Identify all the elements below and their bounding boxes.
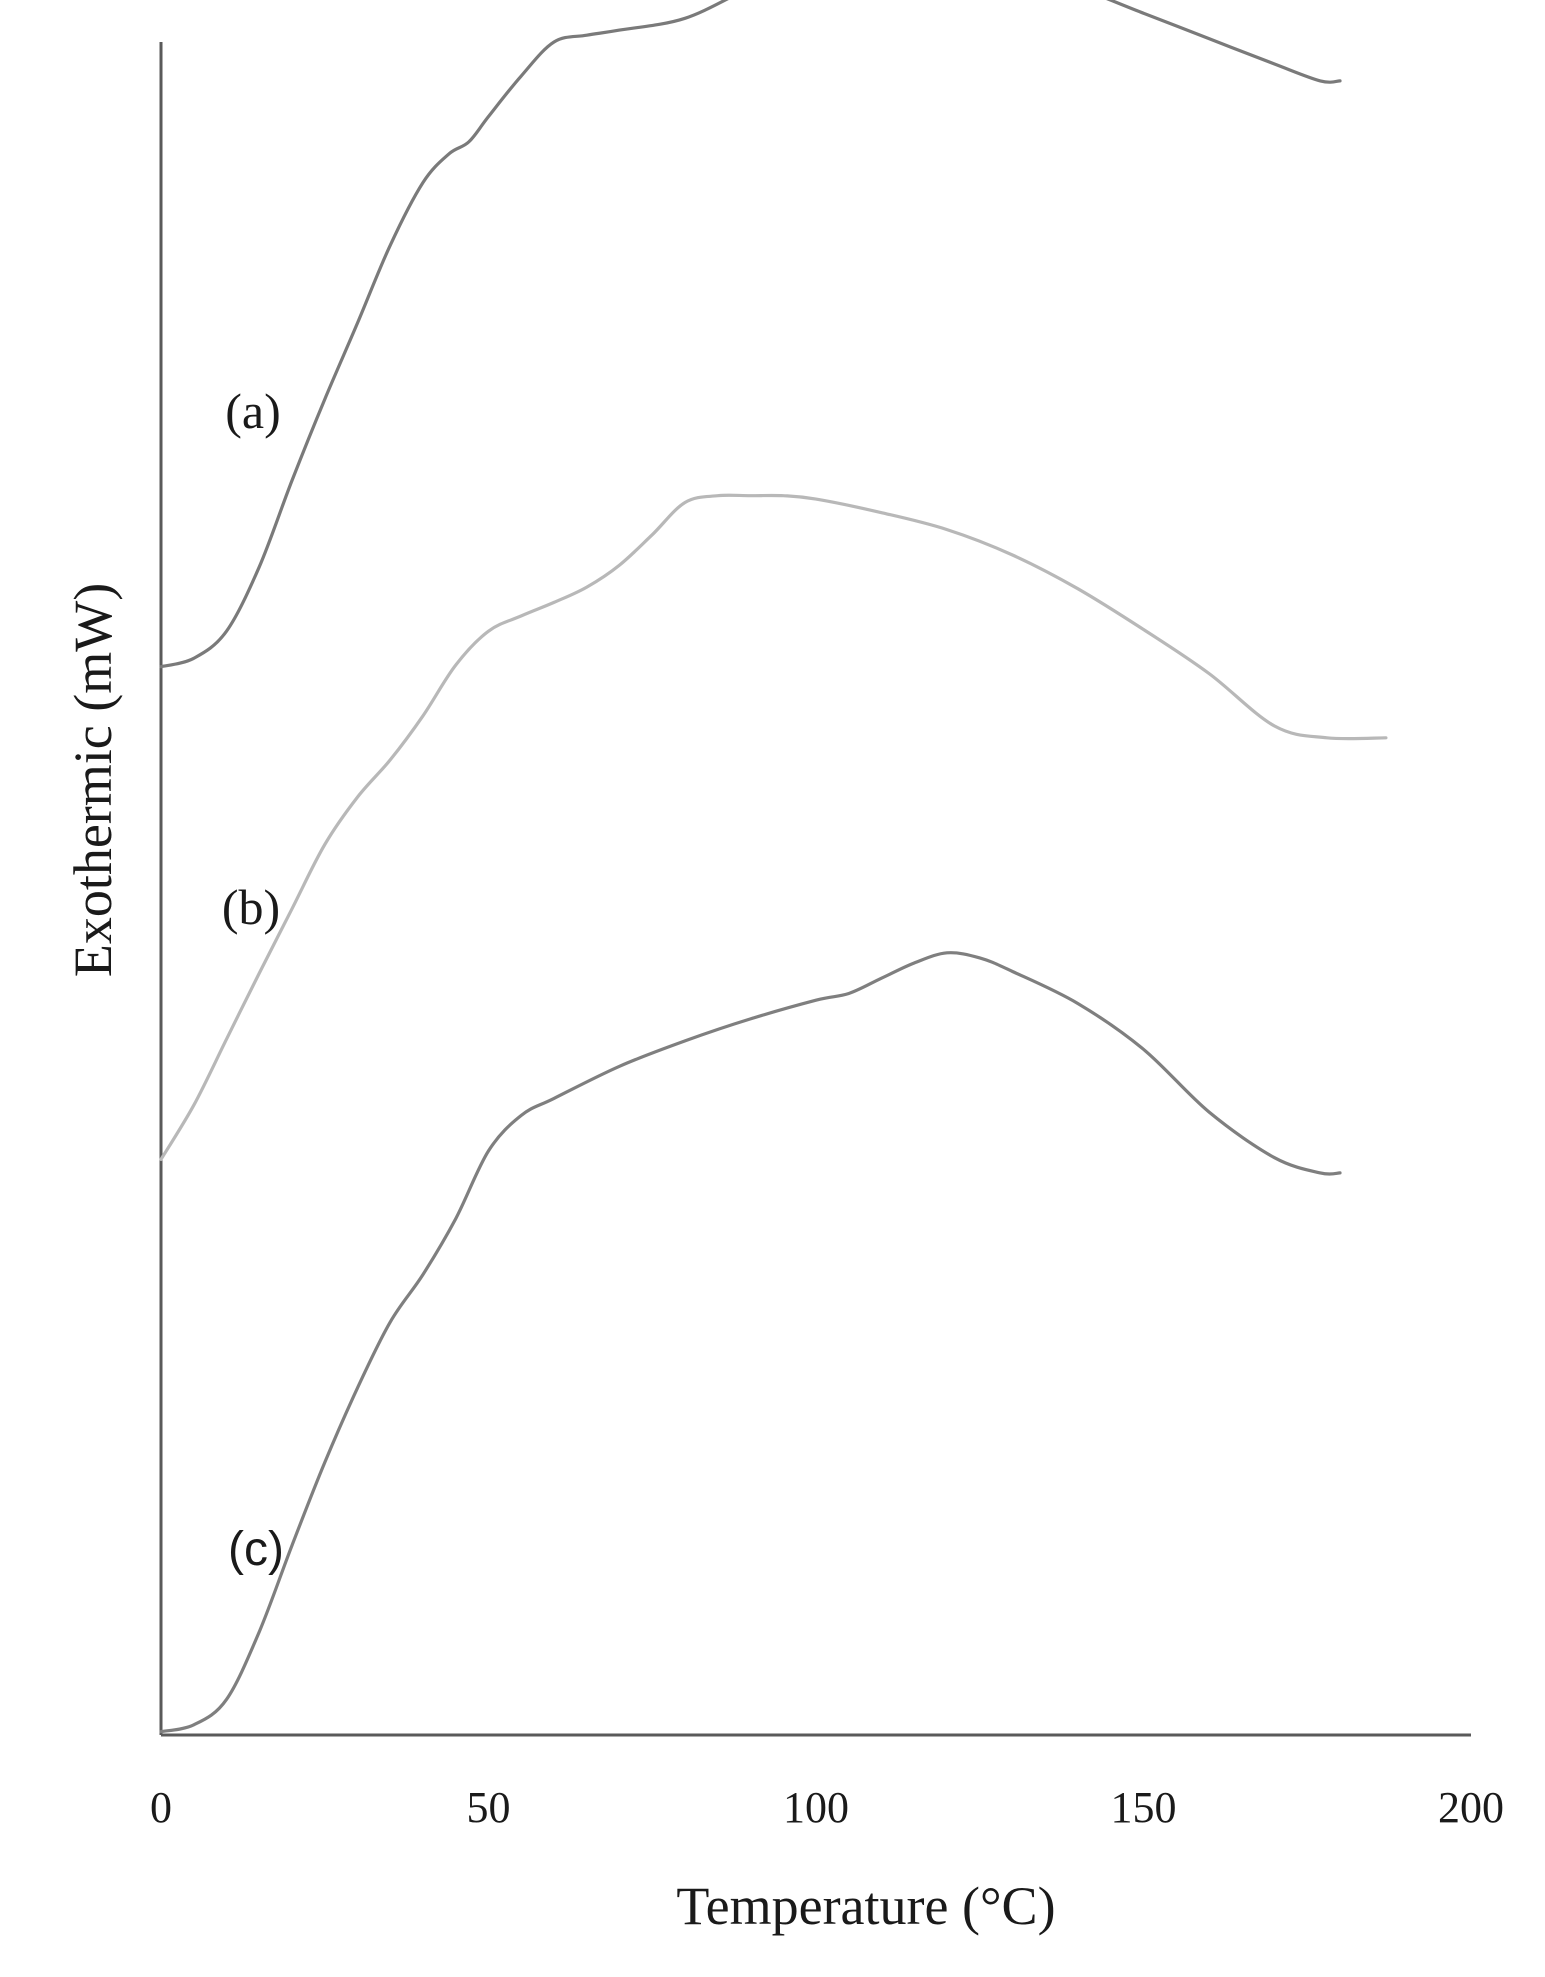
x-tick-label: 100 — [783, 1783, 849, 1832]
curve-label-a: (a) — [225, 383, 281, 439]
curve-label-c: (c) — [228, 1523, 284, 1576]
curve-labels-group: (a) (b) (c) — [222, 383, 284, 1576]
x-tick-label: 0 — [150, 1783, 172, 1832]
curve-label-b: (b) — [222, 879, 280, 935]
curve-b — [159, 493, 1388, 1161]
curves-group — [159, 0, 1388, 1734]
y-axis-title: Exothermic (mW) — [63, 583, 123, 977]
x-tick-label: 200 — [1438, 1783, 1504, 1832]
x-tick-label: 50 — [467, 1783, 511, 1832]
curve-a — [159, 0, 1342, 669]
x-axis-title: Temperature (°C) — [676, 1876, 1055, 1936]
x-tick-labels: 0 50 100 150 200 — [150, 1783, 1504, 1832]
plot-area: (a) (b) (c) 0 50 100 150 200 — [150, 0, 1504, 1832]
x-tick-label: 150 — [1111, 1783, 1177, 1832]
curve-c — [159, 951, 1342, 1734]
